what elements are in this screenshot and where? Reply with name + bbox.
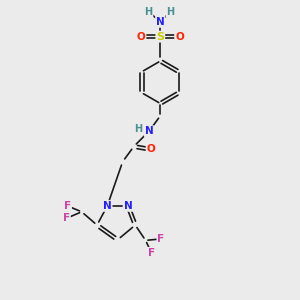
- Text: N: N: [156, 17, 165, 27]
- Text: O: O: [137, 32, 146, 42]
- Text: F: F: [64, 201, 71, 211]
- Text: F: F: [63, 213, 70, 223]
- Text: N: N: [124, 201, 132, 211]
- Text: O: O: [175, 32, 184, 42]
- Text: F: F: [157, 234, 164, 244]
- Text: N: N: [103, 201, 112, 211]
- Text: H: H: [145, 7, 153, 16]
- Text: H: H: [134, 124, 142, 134]
- Text: F: F: [148, 248, 155, 258]
- Text: O: O: [146, 144, 155, 154]
- Text: N: N: [145, 126, 154, 136]
- Text: S: S: [156, 32, 164, 42]
- Text: H: H: [167, 7, 175, 16]
